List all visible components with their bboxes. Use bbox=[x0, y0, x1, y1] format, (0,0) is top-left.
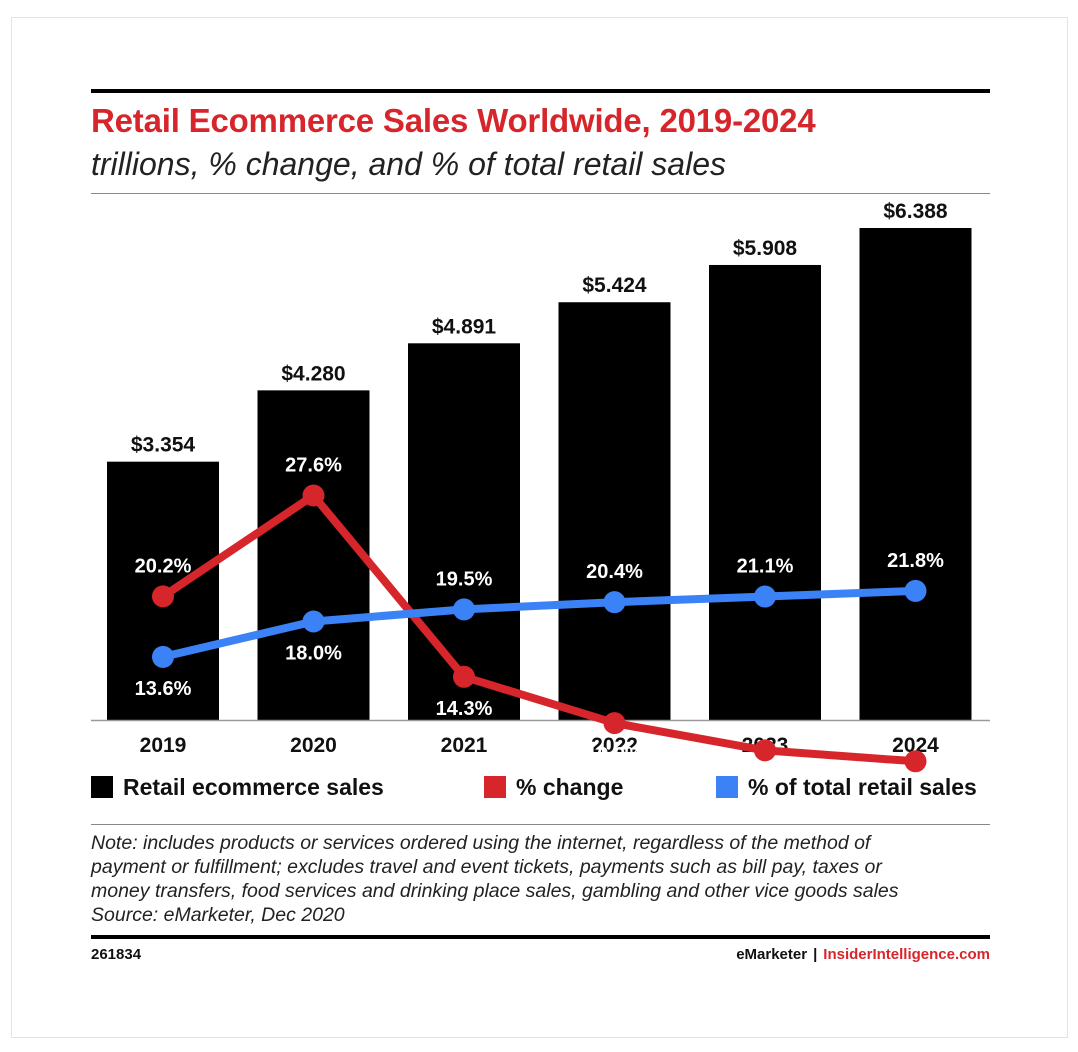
legend-swatch-change bbox=[484, 776, 506, 798]
x-tick-label-2021: 2021 bbox=[441, 734, 488, 757]
brand-emarketer: eMarketer bbox=[736, 946, 808, 963]
subtitle-rule bbox=[91, 193, 990, 194]
share-label-2020: 18.0% bbox=[285, 643, 342, 665]
change-point-2024 bbox=[904, 750, 927, 773]
change-label-2020: 27.6% bbox=[285, 455, 342, 477]
bar-2020 bbox=[257, 390, 370, 720]
x-tick-label-2020: 2020 bbox=[290, 734, 337, 757]
change-label-2023: 8.9% bbox=[742, 771, 788, 793]
share-line bbox=[159, 586, 920, 661]
legend-label-sales: Retail ecommerce sales bbox=[123, 773, 384, 800]
chart-title: Retail Ecommerce Sales Worldwide, 2019-2… bbox=[91, 102, 816, 139]
chart-frame bbox=[11, 17, 1068, 1038]
share-label-2021: 19.5% bbox=[436, 568, 493, 590]
change-point-2019 bbox=[152, 585, 174, 608]
share-label-2022: 20.4% bbox=[586, 561, 643, 583]
bar-value-label-2021: $4.891 bbox=[432, 315, 497, 338]
legend-label-share: % of total retail sales bbox=[748, 773, 977, 800]
change-label-2024: 8.1% bbox=[893, 782, 939, 804]
bar-value-label-2019: $3.354 bbox=[131, 434, 196, 457]
bar-2023 bbox=[709, 264, 821, 720]
share-point-2022 bbox=[603, 591, 626, 614]
chart-subtitle: trillions, % change, and % of total reta… bbox=[91, 146, 726, 182]
legend-item-share: % of total retail sales bbox=[716, 772, 977, 802]
brand-separator: | bbox=[813, 946, 818, 963]
share-label-2023: 21.1% bbox=[737, 556, 794, 578]
x-tick-label-2022: 2022 bbox=[591, 734, 638, 757]
footer-brand: eMarketer | InsiderIntelligence.com bbox=[736, 946, 990, 963]
change-line bbox=[159, 491, 920, 766]
note-line-3: money transfers, food services and drink… bbox=[91, 880, 899, 902]
note-rule bbox=[91, 824, 990, 825]
share-label-2024: 21.8% bbox=[887, 550, 944, 572]
bar-2024 bbox=[859, 228, 972, 720]
brand-insiderintelligence: InsiderIntelligence.com bbox=[823, 946, 990, 963]
bar-2021 bbox=[408, 343, 520, 720]
change-point-2021 bbox=[453, 665, 475, 688]
chart-note: Note: includes products or services orde… bbox=[91, 831, 996, 927]
change-label-2021: 14.3% bbox=[436, 698, 493, 720]
share-point-2024 bbox=[904, 579, 927, 602]
legend-swatch-sales bbox=[91, 776, 113, 798]
legend-item-change: % change bbox=[484, 772, 623, 802]
x-tick-label-2024: 2024 bbox=[892, 734, 939, 757]
legend-label-change: % change bbox=[516, 773, 624, 800]
bottom-rule bbox=[91, 935, 990, 939]
legend-swatch-share bbox=[716, 776, 738, 798]
share-label-2019: 13.6% bbox=[135, 678, 192, 700]
legend-item-sales: Retail ecommerce sales bbox=[91, 772, 384, 802]
note-line-1: Note: includes products or services orde… bbox=[91, 832, 871, 854]
bar-value-label-2023: $5.908 bbox=[733, 237, 798, 260]
bar-value-label-2020: $4.280 bbox=[281, 362, 345, 385]
top-rule bbox=[91, 89, 990, 93]
share-point-2023 bbox=[754, 585, 776, 608]
change-label-2022: 10.9% bbox=[586, 744, 643, 766]
share-point-2019 bbox=[152, 645, 174, 668]
change-point-2020 bbox=[302, 484, 325, 507]
change-point-2023 bbox=[754, 739, 776, 762]
change-label-2019: 20.2% bbox=[135, 555, 192, 577]
bar-2022 bbox=[558, 302, 671, 720]
change-point-2022 bbox=[603, 712, 626, 735]
share-point-2020 bbox=[302, 610, 325, 633]
share-point-2021 bbox=[453, 598, 475, 621]
note-line-2: payment or fulfillment; excludes travel … bbox=[91, 856, 882, 878]
note-source: Source: eMarketer, Dec 2020 bbox=[91, 904, 345, 926]
bar-value-label-2022: $5.424 bbox=[582, 274, 647, 297]
chart-id: 261834 bbox=[91, 946, 142, 963]
x-tick-label-2019: 2019 bbox=[140, 734, 187, 757]
bar-value-label-2024: $6.388 bbox=[883, 200, 948, 223]
